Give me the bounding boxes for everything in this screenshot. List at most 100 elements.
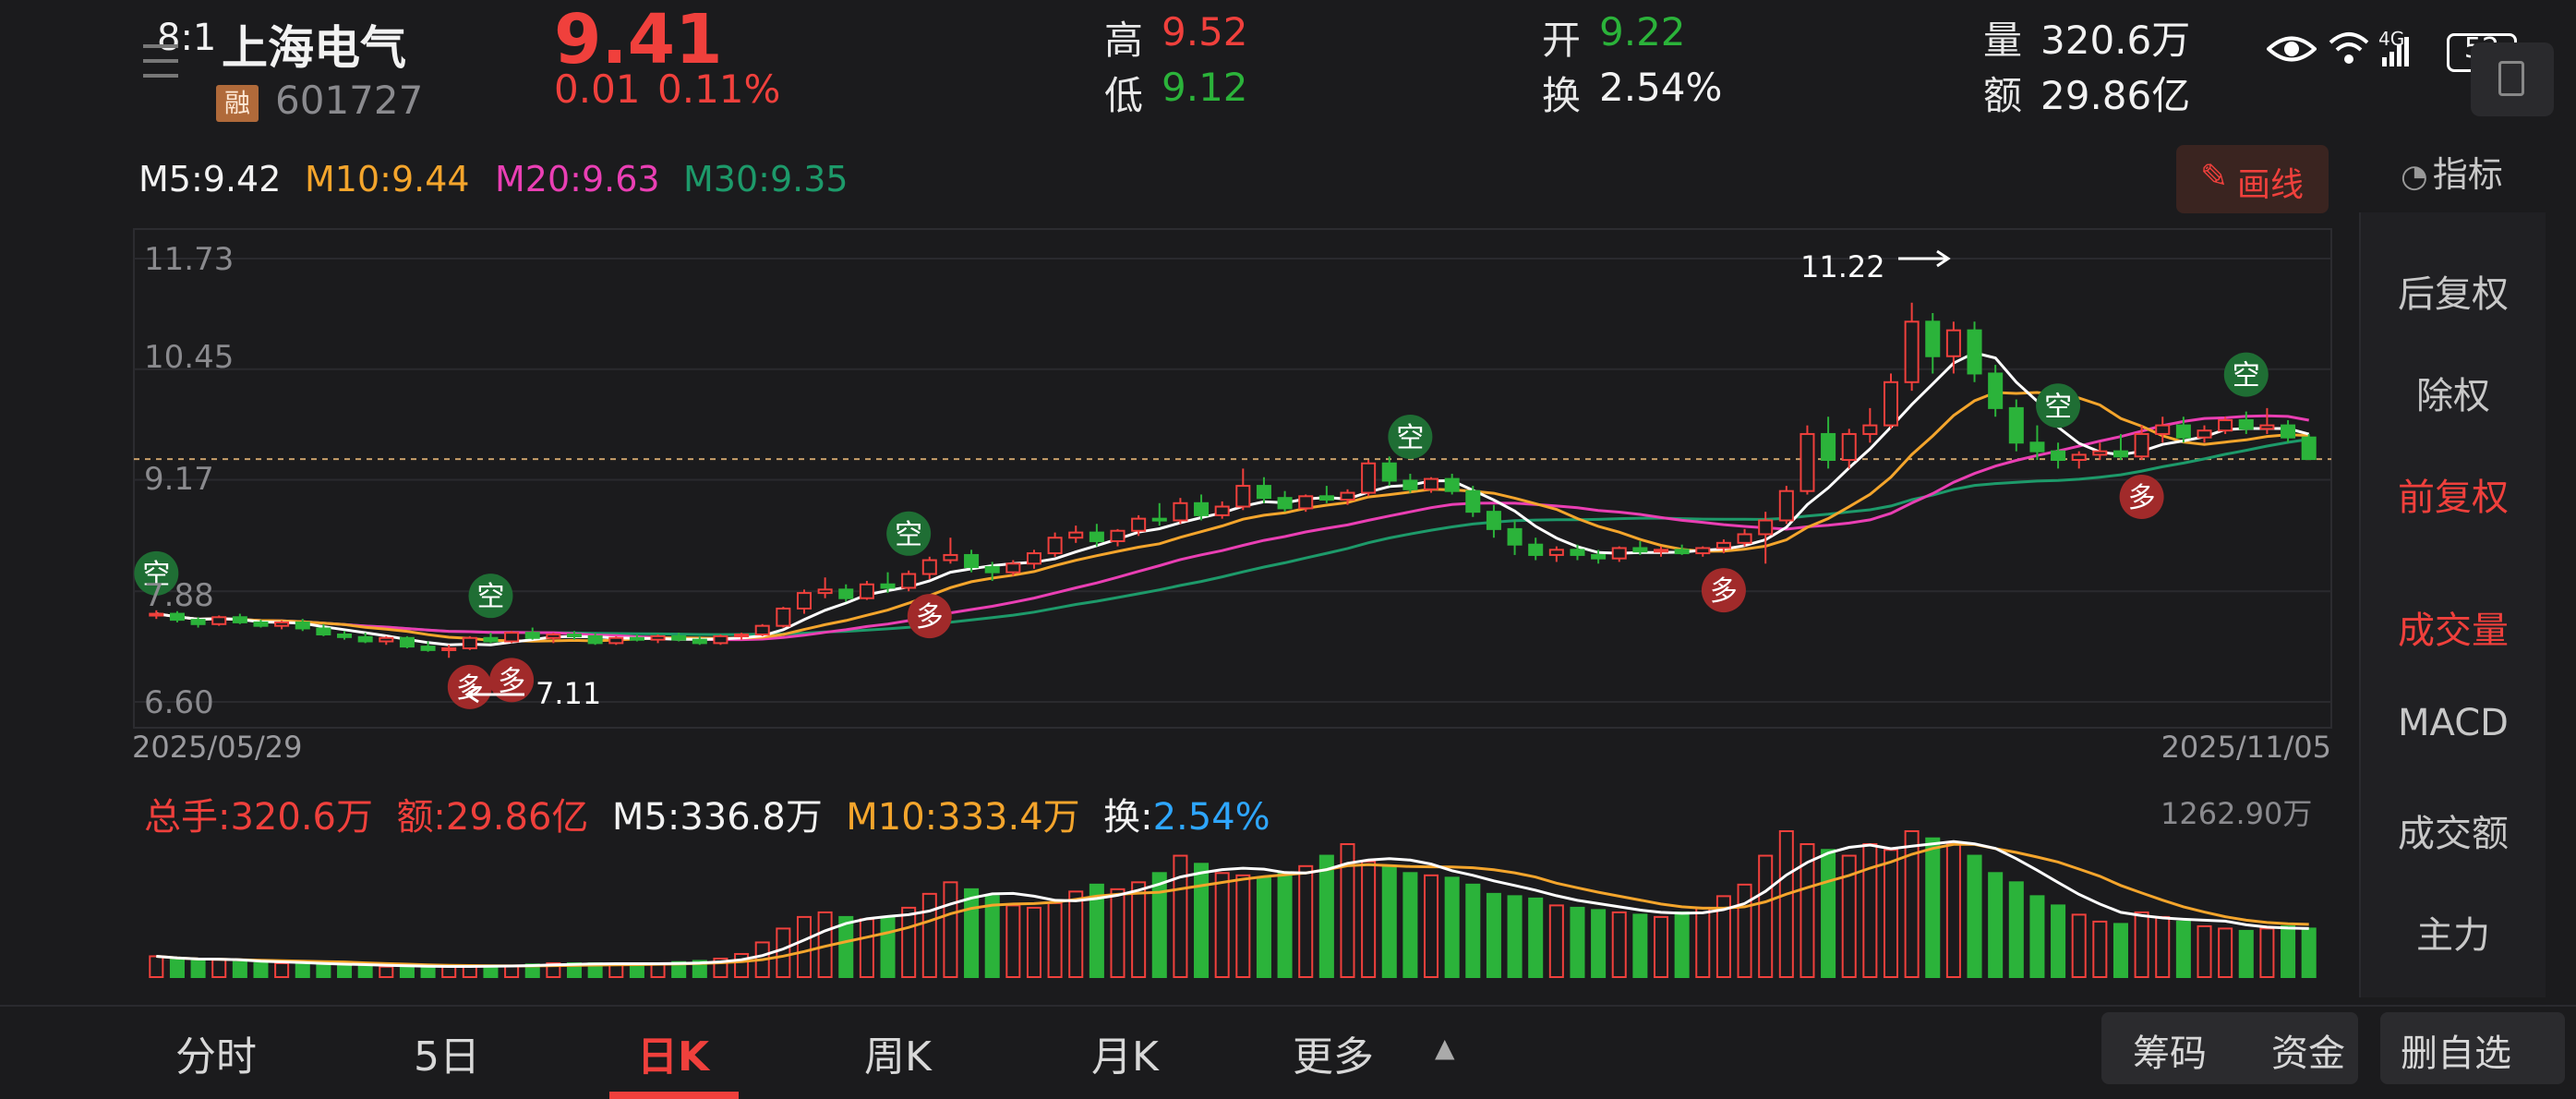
amount-value: 29.86亿: [2040, 73, 2191, 118]
option-turnover-amount[interactable]: 成交额: [2398, 813, 2509, 855]
candle: [1465, 486, 1481, 517]
candle-body: [169, 612, 185, 622]
candle: [838, 584, 854, 602]
candle: [316, 623, 331, 636]
volume-bar: [1821, 849, 1836, 979]
candle-body: [713, 634, 728, 645]
candle-body: [2301, 436, 2317, 461]
max-price-label: 11.22: [1800, 249, 1885, 284]
price-tick-mid: 9.17: [144, 461, 214, 498]
volume-m10: M10:333.4万: [846, 796, 1080, 839]
volume-bar: [1026, 906, 1041, 979]
funds-button[interactable]: 资金: [2271, 1033, 2345, 1075]
candle-body: [1444, 477, 1460, 492]
volume-bar: [1486, 892, 1501, 978]
candle-body: [399, 636, 415, 648]
volume-bar: [1110, 888, 1125, 978]
candle: [1528, 537, 1544, 561]
candle-body: [650, 634, 666, 641]
candle: [629, 634, 644, 642]
candle: [1131, 514, 1147, 537]
volume-bar: [2175, 920, 2191, 978]
candle-body: [2029, 441, 2045, 453]
volume-bar: [190, 960, 206, 979]
candle-body: [1131, 517, 1147, 532]
menu-icon[interactable]: [143, 44, 180, 81]
tab-5day[interactable]: 5日: [414, 1033, 480, 1081]
candle: [587, 633, 603, 646]
candle-body: [2259, 424, 2275, 430]
signal-badge: [2036, 383, 2081, 429]
candle: [1591, 550, 1607, 564]
candle: [2281, 419, 2296, 443]
signal-label: 多: [2128, 482, 2156, 514]
tab-daily-k[interactable]: 日K: [637, 1033, 710, 1081]
indicator-button[interactable]: ◔ 指标: [2401, 146, 2503, 197]
volume-bar: [1695, 906, 1711, 979]
option-macd[interactable]: MACD: [2398, 702, 2509, 744]
draw-line-button[interactable]: ✎ 画线: [2176, 145, 2329, 213]
candle-body: [2281, 424, 2296, 439]
fullscreen-button[interactable]: [2471, 42, 2554, 116]
draw-line-label: 画线: [2237, 166, 2305, 204]
volume-bar: [1862, 843, 1878, 979]
volume-bar: [1570, 906, 1585, 979]
candle-body: [211, 616, 227, 625]
buy-signal-marker: 多: [2119, 475, 2164, 520]
ma5-legend: M5:9.42: [138, 159, 282, 199]
candle: [2029, 425, 2045, 461]
candles: [149, 302, 2317, 658]
candle: [1862, 407, 1878, 443]
volume-ma10-line: [156, 842, 2309, 968]
candle-body: [817, 588, 833, 595]
candle: [1821, 417, 1836, 469]
gauge-icon: ◔: [2401, 158, 2428, 195]
candle-body: [692, 638, 707, 645]
volume-bar: [295, 963, 310, 978]
active-tab-indicator: [609, 1092, 739, 1099]
volume-bar: [1256, 876, 1271, 979]
candle-body: [1632, 547, 1648, 553]
candle: [2008, 399, 2024, 452]
tab-monthly-k[interactable]: 月K: [1091, 1033, 1159, 1081]
tab-weekly-k[interactable]: 周K: [864, 1033, 932, 1081]
signal-badge: [886, 511, 932, 556]
chip-button[interactable]: 筹码: [2133, 1033, 2207, 1075]
remove-watchlist-button[interactable]: 删自选: [2401, 1033, 2511, 1075]
volume-bar: [379, 965, 394, 979]
candle-body: [1528, 543, 1544, 556]
remove-watchlist-box: [2380, 1012, 2565, 1084]
candle-body: [1591, 553, 1607, 560]
price-grid: [134, 258, 2331, 703]
candle-body: [1611, 547, 1627, 560]
volume-bar: [1277, 872, 1293, 979]
caret-up-icon[interactable]: ▲: [1435, 1033, 1455, 1063]
volume-bar: [2029, 895, 2045, 978]
tab-intraday[interactable]: 分时: [175, 1033, 257, 1081]
candle: [2238, 411, 2254, 434]
candle-body: [629, 636, 644, 641]
candle: [984, 562, 1000, 582]
tab-more[interactable]: 更多: [1293, 1033, 1374, 1081]
candle-body: [1758, 519, 1774, 536]
option-main-force[interactable]: 主力: [2416, 914, 2490, 957]
volume-bar: [1904, 830, 1920, 978]
candle-body: [984, 566, 1000, 574]
volume-chart[interactable]: [0, 0, 2345, 997]
option-volume[interactable]: 成交量: [2398, 610, 2509, 652]
option-post-adjust[interactable]: 后复权: [2398, 273, 2509, 316]
candle: [1381, 456, 1397, 487]
candle: [1444, 473, 1460, 495]
low-label: 低: [1104, 73, 1144, 118]
option-pre-adjust[interactable]: 前复权: [2398, 477, 2509, 519]
option-ex-rights[interactable]: 除权: [2416, 375, 2490, 417]
candle: [337, 631, 353, 640]
candle: [1047, 532, 1063, 557]
volume-bar: [399, 965, 415, 979]
candle-body: [671, 634, 687, 641]
volume-bar: [1068, 890, 1084, 978]
signal-badge: [2119, 475, 2164, 520]
candle-body: [1821, 432, 1836, 462]
max-annotation: 11.22: [1800, 249, 1951, 284]
